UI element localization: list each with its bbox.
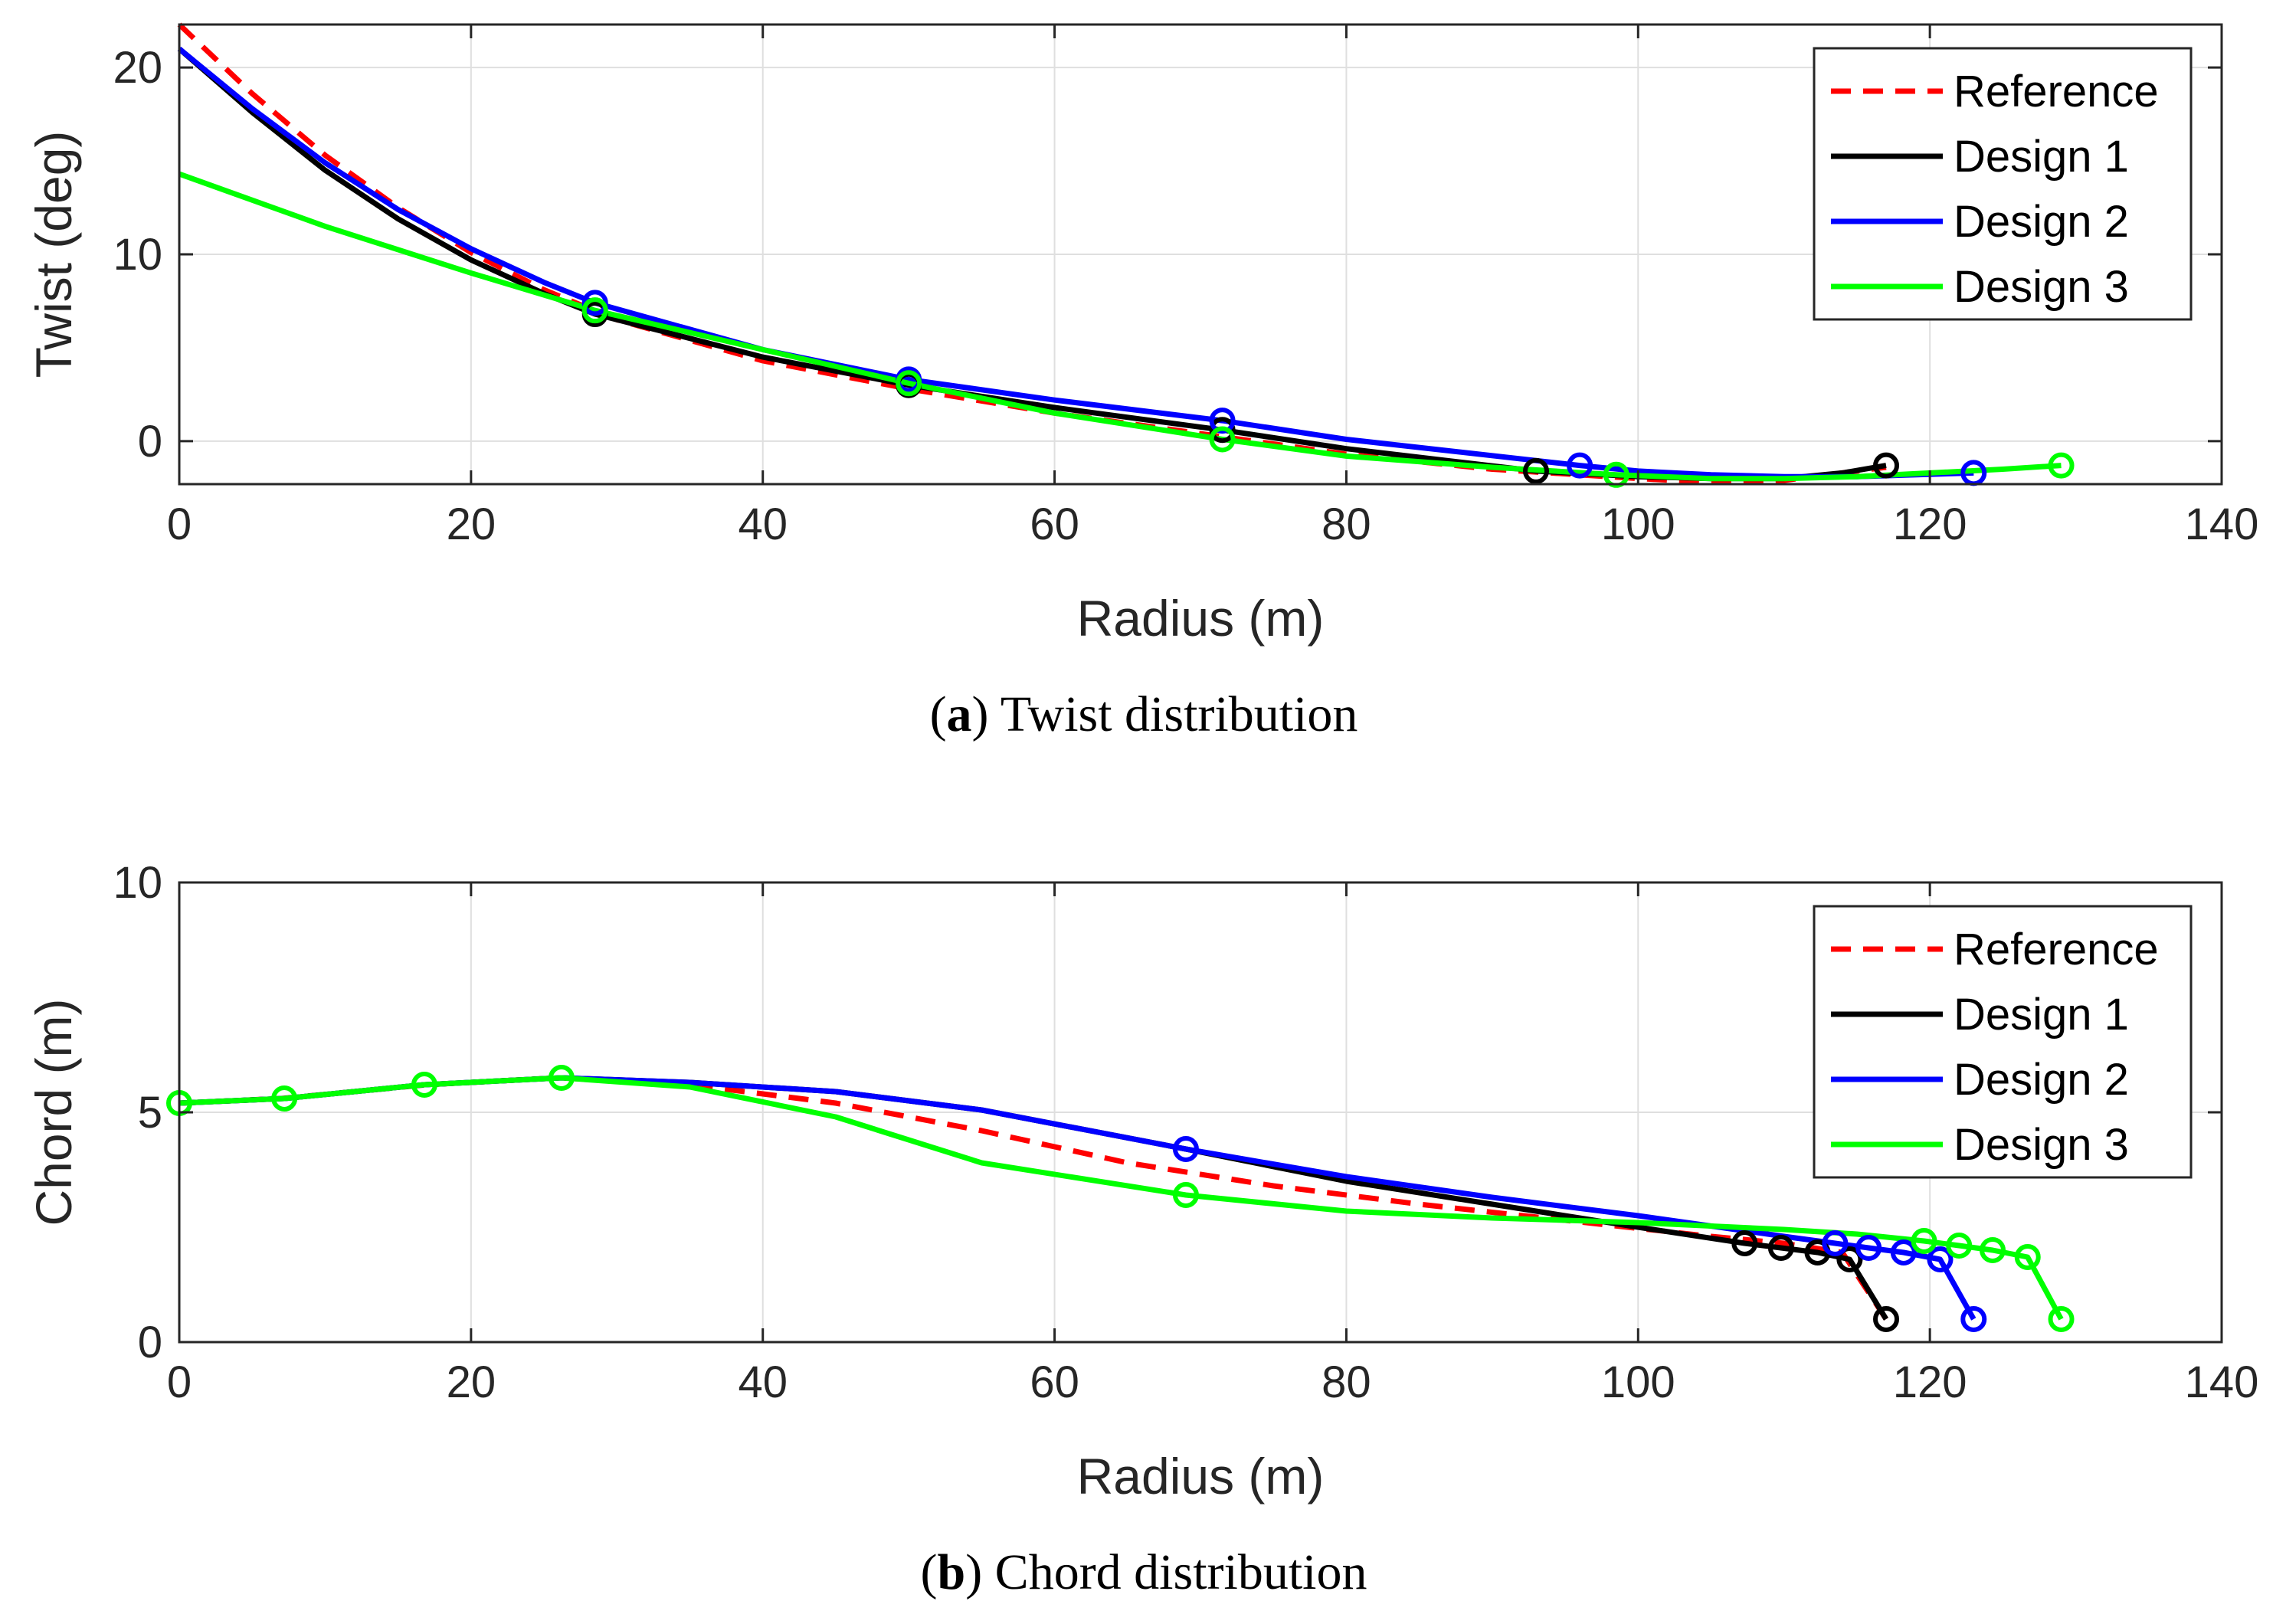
chord-marker-design-3 — [2048, 1306, 2075, 1332]
chord-marker-design-1 — [1731, 1230, 1758, 1256]
chord-marker-design-3 — [1946, 1233, 1973, 1259]
chord-marker-design-2 — [1960, 1306, 1987, 1332]
chord-legend-label-reference: Reference — [1954, 925, 2159, 974]
twist-marker-design-1 — [1873, 452, 1900, 479]
twist-series-design-3 — [178, 171, 2062, 482]
twist-marker-design-3 — [1209, 426, 1236, 453]
twist-y-tick-label: 10 — [113, 230, 162, 280]
twist-legend-label-design-3: Design 3 — [1954, 262, 2129, 312]
twist-legend-label-design-1: Design 1 — [1954, 132, 2129, 182]
chord-y-tick-label: 0 — [138, 1318, 162, 1367]
twist-x-tick-label: 100 — [1601, 499, 1675, 549]
chord-x-tick-label: 60 — [1030, 1357, 1079, 1407]
chord-x-axis-title: Radius (m) — [1077, 1448, 1325, 1504]
chord-marker-design-2 — [1927, 1246, 1954, 1272]
chord-x-tick-label: 100 — [1601, 1357, 1675, 1407]
chord-marker-design-1 — [1767, 1235, 1794, 1261]
chord-marker-design-2 — [1855, 1235, 1882, 1261]
twist-x-tick-label: 80 — [1321, 499, 1371, 549]
chord-x-tick-label: 120 — [1893, 1357, 1967, 1407]
chord-marker-design-3 — [548, 1065, 575, 1091]
chord-legend-label-design-3: Design 3 — [1954, 1120, 2129, 1170]
chord-series-design-1 — [178, 1075, 1888, 1321]
twist-x-tick-label: 120 — [1893, 499, 1967, 549]
chord-y-tick-label: 10 — [113, 858, 162, 908]
twist-legend: Reference Design 1 Design 2 Design 3 — [1813, 47, 2193, 321]
twist-marker-design-3 — [2048, 452, 2075, 479]
chord-y-axis-title: Chord (m) — [25, 998, 82, 1226]
twist-marker-design-3 — [581, 297, 608, 324]
chord-marker-design-2 — [1822, 1230, 1849, 1256]
twist-x-tick-label: 140 — [2185, 499, 2259, 549]
chord-marker-design-3 — [2014, 1244, 2041, 1270]
chord-marker-design-3 — [1172, 1182, 1199, 1208]
twist-y-axis-title: Twist (deg) — [25, 131, 82, 378]
twist-caption-letter: a — [947, 686, 972, 742]
twist-series-design-2 — [177, 46, 1974, 480]
chord-series-design-2 — [178, 1075, 1977, 1321]
chord-x-tick-label: 80 — [1321, 1357, 1371, 1407]
twist-series-reference — [177, 22, 1887, 486]
twist-marker-design-2 — [581, 290, 608, 316]
twist-y-tick-label: 20 — [113, 43, 162, 93]
chord-x-tick-label: 140 — [2185, 1357, 2259, 1407]
twist-caption: (a) Twist distribution — [930, 686, 1358, 742]
chord-marker-design-1 — [1836, 1246, 1863, 1272]
chord-caption-letter: b — [937, 1544, 965, 1600]
chord-x-tick-label: 0 — [167, 1357, 192, 1407]
twist-legend-label-design-2: Design 2 — [1954, 197, 2129, 247]
chord-y-tick-label: 5 — [138, 1088, 162, 1138]
twist-legend-label-reference: Reference — [1954, 67, 2159, 116]
twist-marker-design-1 — [1522, 457, 1549, 484]
chord-marker-design-2 — [1172, 1136, 1199, 1162]
chord-series-reference — [178, 1075, 1888, 1321]
chord-legend: Reference Design 1 Design 2 Design 3 — [1813, 905, 2193, 1179]
chord-marker-design-2 — [1890, 1239, 1917, 1265]
chord-marker-design-1 — [1873, 1306, 1900, 1332]
twist-marker-design-3 — [896, 370, 922, 397]
twist-marker-design-2 — [1209, 408, 1236, 434]
twist-marker-design-2 — [1567, 452, 1593, 479]
twist-chart: 0 20 40 60 80 100 120 140 0 10 20 Radius (m) Twis… — [25, 22, 2259, 742]
chord-marker-design-3 — [411, 1072, 437, 1098]
twist-x-axis-title: Radius (m) — [1077, 590, 1325, 647]
twist-marker-design-3 — [1603, 461, 1629, 488]
chord-legend-label-design-1: Design 1 — [1954, 990, 2129, 1040]
twist-x-tick-label: 60 — [1030, 499, 1079, 549]
chord-x-tick-label: 20 — [447, 1357, 496, 1407]
twist-marker-design-1 — [1209, 417, 1236, 444]
chord-series-design-3 — [178, 1075, 2064, 1321]
twist-x-tick-label: 20 — [447, 499, 496, 549]
chord-x-tick-label: 40 — [738, 1357, 788, 1407]
chord-marker-design-3 — [271, 1085, 298, 1112]
chord-marker-design-3 — [1911, 1228, 1937, 1254]
twist-y-tick-label: 0 — [138, 417, 162, 467]
chord-marker-design-3 — [1980, 1237, 2006, 1263]
twist-x-tick-label: 40 — [738, 499, 788, 549]
chord-caption: (b) Chord distribution — [920, 1544, 1367, 1600]
chord-legend-label-design-2: Design 2 — [1954, 1055, 2129, 1105]
chord-chart: 0 20 40 60 80 100 120 140 0 5 10 Radius (m) Chord… — [25, 858, 2258, 1600]
twist-x-tick-label: 0 — [167, 499, 192, 549]
